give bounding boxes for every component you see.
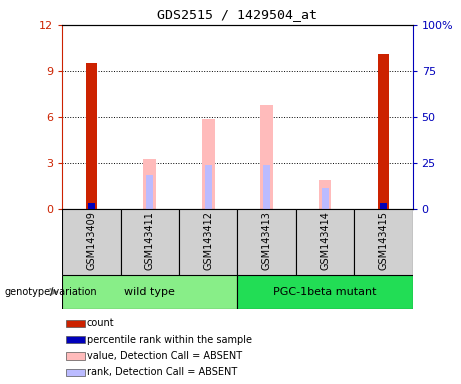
Bar (179, 209, 237, 275)
Bar (202, 119, 215, 209)
Bar (321, 188, 329, 209)
Bar (66, 353, 85, 359)
Bar (88, 203, 95, 209)
Bar (143, 159, 156, 209)
Bar (237, 275, 413, 309)
Text: rank, Detection Call = ABSENT: rank, Detection Call = ABSENT (87, 367, 237, 377)
Text: GSM143412: GSM143412 (203, 211, 213, 270)
Bar (237, 209, 296, 275)
Text: GSM143413: GSM143413 (261, 211, 272, 270)
Text: PGC-1beta mutant: PGC-1beta mutant (273, 287, 377, 297)
Text: wild type: wild type (124, 287, 175, 297)
Bar (205, 165, 212, 209)
Bar (354, 209, 413, 275)
Bar (260, 105, 273, 209)
Bar (263, 165, 270, 209)
Title: GDS2515 / 1429504_at: GDS2515 / 1429504_at (157, 8, 318, 21)
Text: genotype/variation: genotype/variation (5, 287, 97, 297)
Bar (62, 275, 237, 309)
Text: percentile rank within the sample: percentile rank within the sample (87, 335, 252, 345)
Bar (62, 209, 121, 275)
Bar (319, 180, 331, 209)
Text: GSM143411: GSM143411 (145, 211, 155, 270)
Text: GSM143409: GSM143409 (86, 211, 96, 270)
Text: GSM143415: GSM143415 (378, 211, 389, 270)
Bar (380, 203, 387, 209)
Bar (121, 209, 179, 275)
Bar (378, 54, 389, 209)
Bar (86, 63, 97, 209)
Bar (296, 209, 354, 275)
Text: value, Detection Call = ABSENT: value, Detection Call = ABSENT (87, 351, 242, 361)
Text: count: count (87, 318, 114, 328)
Text: GSM143414: GSM143414 (320, 211, 330, 270)
Bar (66, 336, 85, 343)
Bar (146, 175, 154, 209)
Bar (66, 369, 85, 376)
Bar (66, 320, 85, 327)
